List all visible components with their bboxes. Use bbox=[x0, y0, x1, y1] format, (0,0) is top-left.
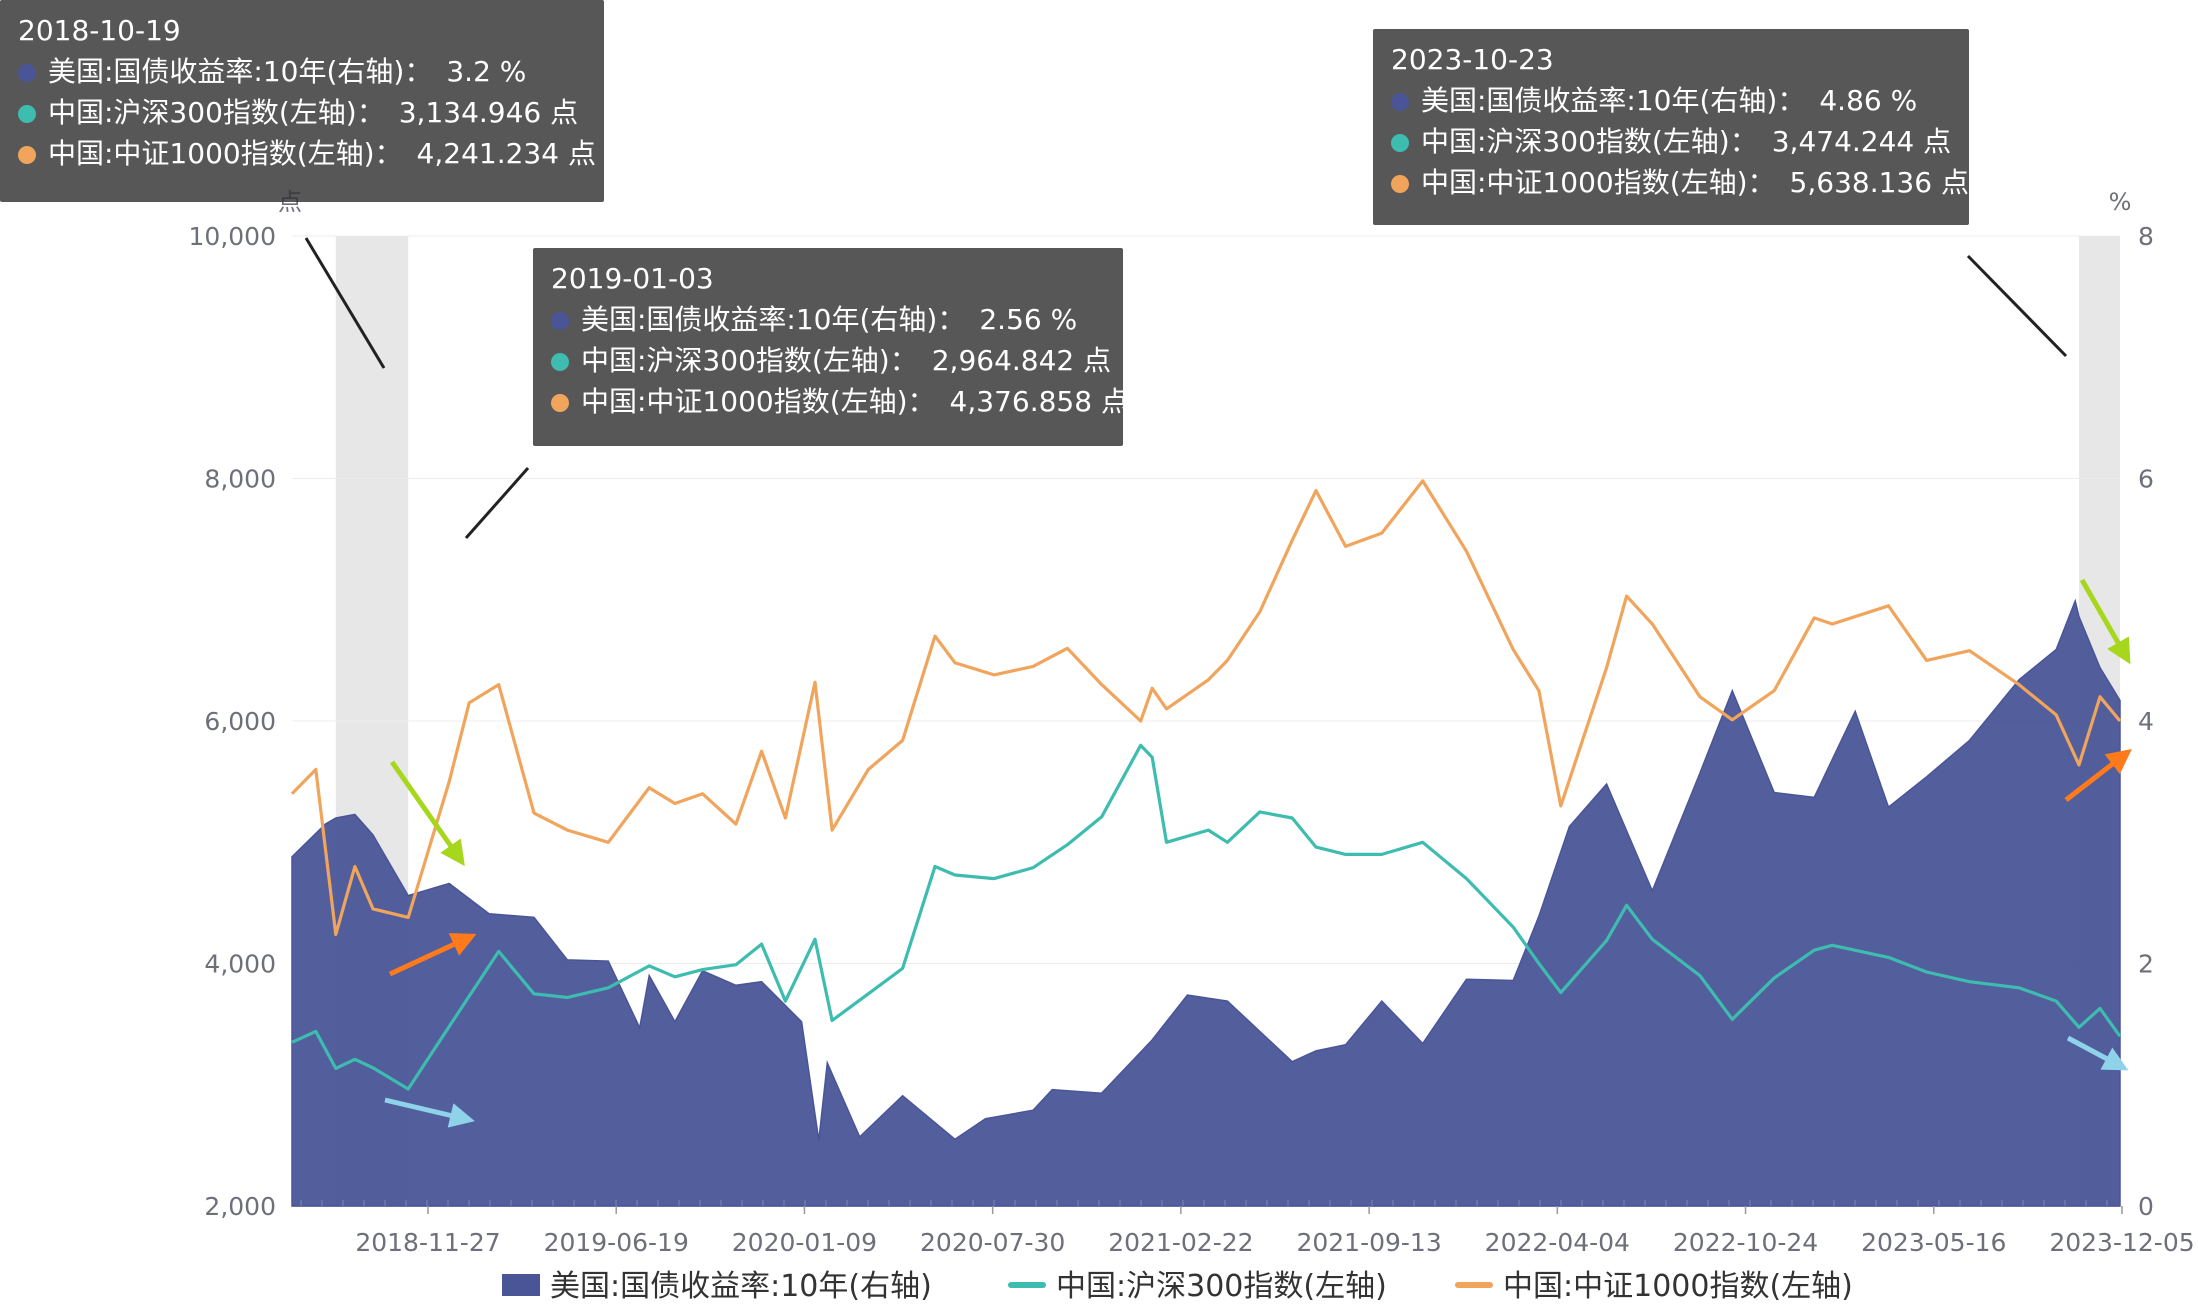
series-dot-icon bbox=[551, 312, 569, 330]
annotation-arrow-1 bbox=[388, 933, 477, 977]
right-tick-label: 0 bbox=[2138, 1192, 2154, 1221]
tooltip-row: 中国:中证1000指数(左轴)： 5,638.136 点 bbox=[1391, 162, 1969, 203]
yield-area bbox=[291, 598, 2121, 1207]
left-tick-label: 6,000 bbox=[204, 707, 276, 736]
annotation-arrow-4 bbox=[2064, 748, 2132, 802]
tooltip-row: 中国:沪深300指数(左轴)： 3,474.244 点 bbox=[1391, 121, 1951, 162]
tooltip-row: 中国:中证1000指数(左轴)： 4,376.858 点 bbox=[551, 381, 1129, 422]
right-tick-label: 4 bbox=[2138, 707, 2154, 736]
legend-label: 中国:沪深300指数(左轴) bbox=[1056, 1269, 1387, 1304]
series-dot-icon bbox=[551, 394, 569, 412]
left-tick-label: 8,000 bbox=[204, 465, 276, 494]
legend-item-1[interactable]: 中国:沪深300指数(左轴) bbox=[1008, 1269, 1387, 1304]
tooltip-row: 美国:国债收益率:10年(右轴)： 3.2 % bbox=[18, 51, 586, 92]
csi1000-line bbox=[290, 479, 2122, 936]
series-dot-icon bbox=[18, 146, 36, 164]
tooltip-leader-0 bbox=[304, 237, 386, 369]
annotation-arrow-3 bbox=[2079, 578, 2131, 665]
tooltip-0: 2018-10-19 美国:国债收益率:10年(右轴)： 3.2 % 中国:沪深300… bbox=[0, 0, 604, 202]
tooltip-1: 2019-01-03 美国:国债收益率:10年(右轴)： 2.56 % 中国:沪深30… bbox=[533, 248, 1129, 446]
tooltip-label: 中国:沪深300指数(左轴)： bbox=[1421, 125, 1758, 158]
tooltip-date: 2018-10-19 bbox=[18, 14, 181, 47]
tooltip-value: 4,376.858 点 bbox=[949, 385, 1129, 418]
legend-item-2[interactable]: 中国:中证1000指数(左轴) bbox=[1455, 1269, 1853, 1304]
series-dot-icon bbox=[18, 64, 36, 82]
series-dot-icon bbox=[551, 353, 569, 371]
tooltip-date: 2019-01-03 bbox=[551, 262, 714, 295]
x-tick-label: 2018-11-27 bbox=[355, 1228, 500, 1257]
legend[interactable]: 美国:国债收益率:10年(右轴) 中国:沪深300指数(左轴) 中国:中证1000指… bbox=[502, 1269, 1853, 1304]
x-tick-label: 2019-06-19 bbox=[544, 1228, 689, 1257]
annotation-arrow-5 bbox=[2066, 1035, 2129, 1071]
legend-swatch-line bbox=[1455, 1282, 1493, 1288]
series-dot-icon bbox=[1391, 93, 1409, 111]
tooltip-date: 2023-10-23 bbox=[1391, 43, 1554, 76]
x-tick-label: 2021-09-13 bbox=[1296, 1228, 1441, 1257]
annotation-arrow-2 bbox=[384, 1097, 475, 1128]
legend-swatch-line bbox=[1008, 1282, 1046, 1288]
right-tick-label: 6 bbox=[2138, 465, 2154, 494]
tooltip-value: 3,474.244 点 bbox=[1771, 125, 1952, 158]
tooltip-value: 2,964.842 点 bbox=[931, 344, 1112, 377]
tooltip-value: 3,134.946 点 bbox=[398, 96, 579, 129]
tooltip-label: 中国:沪深300指数(左轴)： bbox=[48, 96, 385, 129]
tooltip-2: 2023-10-23 美国:国债收益率:10年(右轴)： 4.86 % 中国:沪深30… bbox=[1373, 29, 1969, 225]
x-tick-label: 2020-07-30 bbox=[920, 1228, 1065, 1257]
series-dot-icon bbox=[18, 105, 36, 123]
x-tick-label: 2022-04-04 bbox=[1485, 1228, 1630, 1257]
axis-ticks: 2,000 4,000 6,000 8,000 10,000 0 2 4 6 8 2018-11-2… bbox=[189, 222, 2195, 1257]
tooltip-label: 中国:沪深300指数(左轴)： bbox=[581, 344, 918, 377]
tooltip-label: 美国:国债收益率:10年(右轴)： bbox=[48, 55, 433, 88]
series-dot-icon bbox=[1391, 175, 1409, 193]
tooltip-value: 2.56 % bbox=[979, 303, 1078, 336]
legend-item-0[interactable]: 美国:国债收益率:10年(右轴) bbox=[502, 1269, 932, 1304]
tooltip-label: 中国:中证1000指数(左轴)： bbox=[581, 385, 936, 418]
x-tick-label: 2021-02-22 bbox=[1108, 1228, 1253, 1257]
x-tick-label: 2023-12-05 bbox=[2049, 1228, 2194, 1257]
left-tick-label: 10,000 bbox=[189, 222, 276, 251]
index-lines-layer bbox=[290, 479, 2122, 1091]
yield-area-layer bbox=[291, 598, 2121, 1207]
tooltip-leader-2 bbox=[1966, 254, 2068, 358]
tooltip-value: 4.86 % bbox=[1819, 84, 1918, 117]
right-axis-unit: % bbox=[2109, 188, 2132, 216]
left-tick-label: 4,000 bbox=[204, 950, 276, 979]
legend-label: 美国:国债收益率:10年(右轴) bbox=[550, 1269, 932, 1304]
x-tick-label: 2022-10-24 bbox=[1673, 1228, 1818, 1257]
tooltip-label: 美国:国债收益率:10年(右轴)： bbox=[581, 303, 966, 336]
x-tick-label: 2020-01-09 bbox=[732, 1228, 877, 1257]
right-tick-label: 2 bbox=[2138, 950, 2154, 979]
tooltip-row: 中国:中证1000指数(左轴)： 4,241.234 点 bbox=[18, 133, 596, 174]
tooltip-row: 美国:国债收益率:10年(右轴)： 4.86 % bbox=[1391, 80, 1951, 121]
tooltip-label: 美国:国债收益率:10年(右轴)： bbox=[1421, 84, 1806, 117]
tooltip-label: 中国:中证1000指数(左轴)： bbox=[1421, 166, 1776, 199]
tooltip-leader-1 bbox=[464, 467, 530, 539]
x-tick-label: 2023-05-16 bbox=[1861, 1228, 2006, 1257]
right-tick-label: 8 bbox=[2138, 222, 2154, 251]
tooltip-row: 中国:沪深300指数(左轴)： 2,964.842 点 bbox=[551, 340, 1111, 381]
tooltip-value: 3.2 % bbox=[446, 55, 527, 88]
tooltip-label: 中国:中证1000指数(左轴)： bbox=[48, 137, 403, 170]
tooltip-row: 中国:沪深300指数(左轴)： 3,134.946 点 bbox=[18, 92, 586, 133]
tooltip-value: 5,638.136 点 bbox=[1789, 166, 1969, 199]
csi300-line bbox=[291, 743, 2122, 1091]
annotation-arrows bbox=[304, 237, 2132, 1128]
left-tick-label: 2,000 bbox=[204, 1192, 276, 1221]
tooltip-row: 美国:国债收益率:10年(右轴)： 2.56 % bbox=[551, 299, 1105, 340]
legend-label: 中国:中证1000指数(左轴) bbox=[1503, 1269, 1853, 1304]
annotation-arrow-0 bbox=[389, 760, 465, 867]
tooltip-value: 4,241.234 点 bbox=[416, 137, 596, 170]
series-dot-icon bbox=[1391, 134, 1409, 152]
legend-swatch-area bbox=[502, 1274, 540, 1296]
